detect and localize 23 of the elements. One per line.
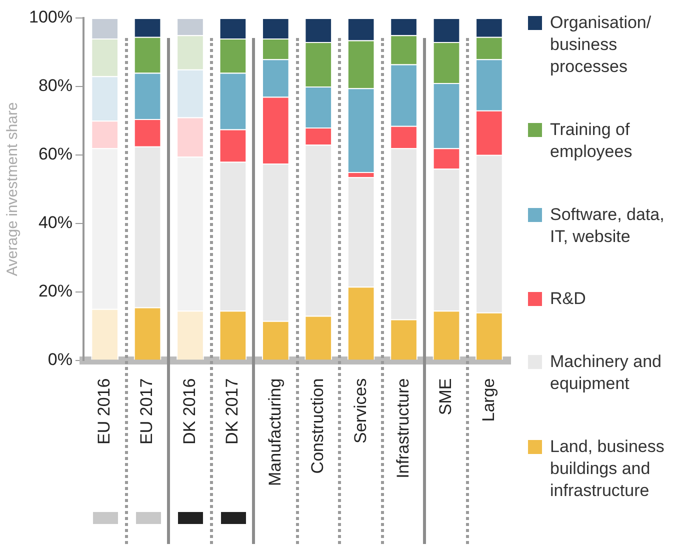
legend-label: Training of employees: [550, 118, 634, 163]
x-tick-label: Services: [350, 378, 370, 444]
x-tick-label: Infrastructure: [393, 378, 412, 478]
y-tick-label: 40%: [38, 213, 72, 232]
x-tick-label: Construction: [308, 378, 328, 474]
x-tick-label: DK 2016: [180, 378, 199, 444]
x-tick-label: EU 2016: [94, 378, 114, 444]
y-tick-label: 80%: [38, 76, 72, 96]
legend-label: Machinery and equipment: [550, 351, 663, 396]
y-axis-title: Average investment share: [4, 102, 22, 276]
legend-label: Land, business buildings and infrastructure: [550, 436, 666, 502]
y-tick-label: 0%: [48, 350, 72, 369]
x-tick-label: Large: [478, 378, 498, 422]
x-tick-label: Manufacturing: [265, 378, 284, 486]
x-tick-label: SME: [436, 378, 456, 416]
y-tick-label: 60%: [38, 144, 72, 164]
x-tick-label: DK 2017: [222, 378, 242, 444]
legend-label: Organisation/ business processes: [550, 12, 652, 78]
y-tick-label: 20%: [38, 282, 72, 301]
x-tick-label: EU 2017: [137, 378, 156, 444]
legend-label: Software, data, IT, website: [550, 204, 666, 248]
y-tick-label: 100%: [28, 8, 72, 27]
legend-label: R&D: [550, 288, 586, 310]
